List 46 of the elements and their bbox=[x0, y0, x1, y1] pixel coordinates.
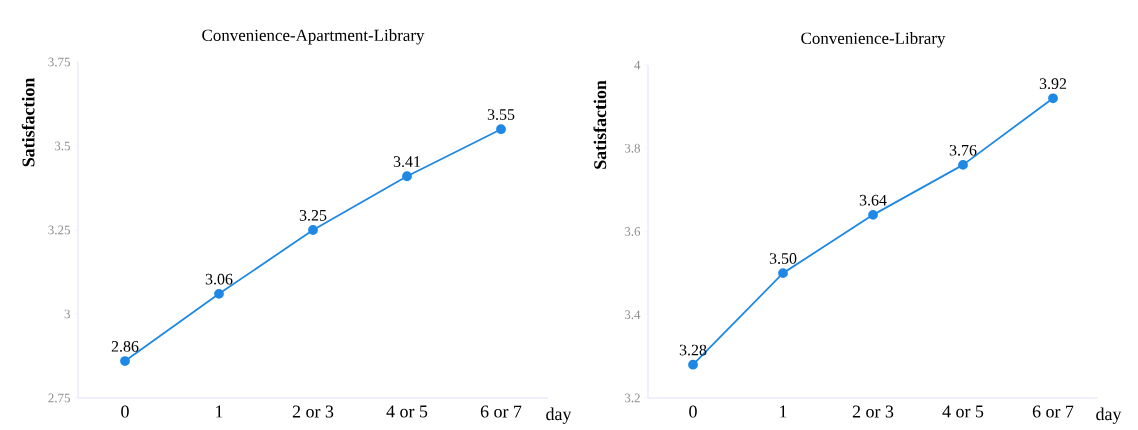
x-axis-title: day bbox=[1096, 407, 1122, 424]
y-tick-label: 3.75 bbox=[48, 57, 70, 67]
point bbox=[778, 268, 788, 279]
y-tick-label: 3.25 bbox=[48, 225, 70, 235]
data-label: 3.28 bbox=[679, 344, 707, 356]
y-tick-label: 3.5 bbox=[54, 141, 70, 151]
x-tick-label: 2 or 3 bbox=[292, 405, 334, 418]
x-tick-label: 6 or 7 bbox=[1032, 405, 1074, 418]
x-axis-title: day bbox=[546, 407, 572, 424]
point bbox=[120, 356, 130, 366]
x-tick-label: 6 or 7 bbox=[480, 405, 522, 418]
y-tick-label: 3.6 bbox=[624, 227, 641, 236]
point bbox=[868, 209, 878, 220]
data-label: 3.06 bbox=[205, 273, 233, 285]
data-label: 3.25 bbox=[299, 210, 327, 221]
x-tick-label: 1 bbox=[216, 405, 223, 418]
data-label: 3.92 bbox=[1039, 78, 1067, 90]
chart-title: Convenience-Apartment-Library bbox=[202, 29, 425, 45]
x-tick-label: 0 bbox=[121, 405, 129, 418]
y-tick-label: 3 bbox=[64, 309, 70, 319]
x-tick-label: 0 bbox=[689, 405, 697, 418]
data-label: 3.41 bbox=[393, 156, 420, 168]
x-tick-label: 4 or 5 bbox=[386, 405, 428, 418]
x-tick-label: 1 bbox=[780, 405, 787, 418]
data-label: 3.55 bbox=[487, 109, 515, 120]
y-tick-label: 3.2 bbox=[624, 393, 640, 403]
y-axis-title: Satisfaction bbox=[21, 77, 35, 167]
x-tick-label: 2 or 3 bbox=[852, 405, 894, 418]
point bbox=[1048, 93, 1058, 104]
point bbox=[308, 225, 318, 235]
point bbox=[496, 124, 506, 135]
point bbox=[958, 160, 968, 170]
y-tick-label: 2.75 bbox=[48, 393, 70, 403]
y-tick-label: 3.4 bbox=[624, 310, 641, 320]
data-label: 3.64 bbox=[859, 194, 887, 206]
data-label: 3.50 bbox=[769, 253, 797, 264]
point bbox=[688, 359, 698, 370]
y-tick-label: 4 bbox=[634, 60, 641, 70]
data-label: 2.86 bbox=[111, 341, 139, 352]
y-axis-title: Satisfaction bbox=[593, 80, 607, 169]
x-tick-label: 4 or 5 bbox=[942, 405, 984, 418]
chart-title: Convenience-Library bbox=[801, 32, 946, 48]
point bbox=[214, 288, 224, 299]
point bbox=[402, 171, 412, 182]
y-tick-label: 3.8 bbox=[624, 143, 640, 153]
data-label: 3.76 bbox=[949, 144, 977, 156]
